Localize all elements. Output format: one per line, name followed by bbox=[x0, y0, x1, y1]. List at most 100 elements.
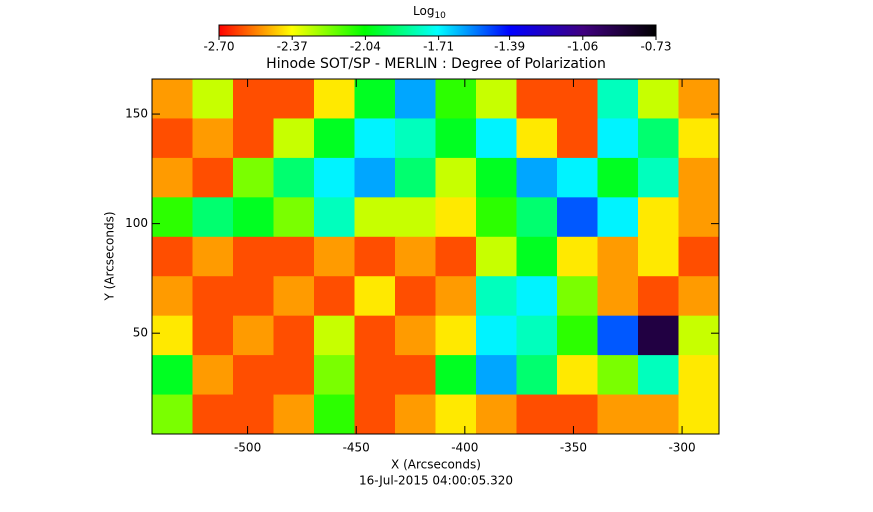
heatmap-cell bbox=[152, 236, 193, 277]
colorbar-label-sub: 10 bbox=[434, 11, 446, 21]
heatmap-cell bbox=[192, 236, 234, 277]
heatmap-cell bbox=[314, 394, 355, 435]
heatmap-cell bbox=[516, 394, 558, 435]
heatmap-cell bbox=[638, 394, 679, 435]
heatmap-cell bbox=[192, 79, 234, 119]
heatmap-cell bbox=[516, 276, 558, 317]
heatmap-cell bbox=[557, 276, 598, 317]
heatmap-cell bbox=[516, 197, 558, 238]
colorbar bbox=[218, 24, 657, 37]
heatmap-cell bbox=[597, 394, 639, 435]
heatmap-cell bbox=[435, 118, 477, 159]
heatmap-cell bbox=[435, 79, 477, 119]
heatmap-cell bbox=[152, 355, 193, 396]
heatmap-cell bbox=[273, 276, 315, 317]
heatmap-cell bbox=[152, 394, 193, 435]
heatmap-cell bbox=[354, 79, 396, 119]
heatmap-cell bbox=[395, 276, 436, 317]
heatmap-cell bbox=[273, 315, 315, 356]
heatmap-cell bbox=[516, 118, 558, 159]
y-tick-label: 150 bbox=[125, 107, 148, 121]
footer: 16-Jul-2015 04:00:05.320 bbox=[359, 474, 513, 488]
chart-title: Hinode SOT/SP - MERLIN : Degree of Polar… bbox=[266, 56, 606, 72]
heatmap-cell bbox=[152, 118, 193, 159]
heatmap-cell bbox=[152, 276, 193, 317]
heatmap-cell bbox=[638, 118, 679, 159]
heatmap-cell bbox=[192, 315, 234, 356]
heatmap-cell bbox=[233, 394, 274, 435]
heatmap-cell bbox=[516, 315, 558, 356]
heatmap-cell bbox=[597, 79, 639, 119]
x-tick-label: -450 bbox=[343, 441, 370, 455]
heatmap-cell bbox=[354, 315, 396, 356]
heatmap-cell bbox=[354, 355, 396, 396]
heatmap-cell bbox=[233, 315, 274, 356]
heatmap-cell bbox=[557, 355, 598, 396]
heatmap-cell bbox=[597, 118, 639, 159]
heatmap-cell bbox=[273, 197, 315, 238]
heatmap-cell bbox=[354, 118, 396, 159]
heatmap-cell bbox=[476, 315, 517, 356]
heatmap-cell bbox=[476, 118, 517, 159]
heatmap-cell bbox=[597, 315, 639, 356]
heatmap-cell bbox=[233, 236, 274, 277]
heatmap-cell bbox=[557, 394, 598, 435]
heatmap-cell bbox=[476, 197, 517, 238]
colorbar-tick-label: -2.70 bbox=[203, 40, 234, 54]
heatmap-cell bbox=[314, 236, 355, 277]
plot-frame bbox=[151, 78, 720, 435]
heatmap-cell bbox=[435, 157, 477, 198]
heatmap-cell bbox=[476, 79, 517, 119]
heatmap-cell bbox=[516, 157, 558, 198]
colorbar-label-base: Log bbox=[413, 4, 434, 18]
heatmap-cell bbox=[395, 355, 436, 396]
heatmap-cell bbox=[233, 157, 274, 198]
heatmap-cell bbox=[395, 236, 436, 277]
heatmap-cell bbox=[638, 276, 679, 317]
heatmap-cell bbox=[516, 355, 558, 396]
x-tick-label: -500 bbox=[234, 441, 261, 455]
heatmap-cell bbox=[678, 118, 720, 159]
heatmap-cell bbox=[678, 157, 720, 198]
heatmap-cell bbox=[435, 236, 477, 277]
heatmap-cell bbox=[354, 236, 396, 277]
heatmap-cell bbox=[678, 79, 720, 119]
heatmap-cell bbox=[435, 394, 477, 435]
heatmap-cell bbox=[597, 236, 639, 277]
heatmap-cell bbox=[678, 355, 720, 396]
heatmap-cell bbox=[233, 118, 274, 159]
heatmap-cell bbox=[557, 197, 598, 238]
heatmap-cell bbox=[152, 315, 193, 356]
heatmap-cell bbox=[273, 394, 315, 435]
heatmap-cell bbox=[314, 197, 355, 238]
heatmap-cell bbox=[192, 355, 234, 396]
heatmap-cell bbox=[395, 394, 436, 435]
heatmap-cell bbox=[476, 276, 517, 317]
heatmap-cell bbox=[395, 118, 436, 159]
heatmap-cell bbox=[557, 315, 598, 356]
x-tick-label: -300 bbox=[668, 441, 695, 455]
heatmap-cell bbox=[435, 355, 477, 396]
heatmap-cell bbox=[314, 157, 355, 198]
heatmap-cell bbox=[314, 79, 355, 119]
heatmap-cell bbox=[233, 79, 274, 119]
heatmap-cell bbox=[354, 394, 396, 435]
heatmap-cell bbox=[192, 276, 234, 317]
y-tick-label: 100 bbox=[125, 216, 148, 230]
heatmap-cell bbox=[233, 276, 274, 317]
heatmap-cell bbox=[557, 157, 598, 198]
heatmap-cell bbox=[314, 355, 355, 396]
heatmap-cell bbox=[192, 394, 234, 435]
heatmap-cell bbox=[192, 197, 234, 238]
heatmap-cell bbox=[273, 236, 315, 277]
heatmap-cell bbox=[435, 315, 477, 356]
y-tick-label: 50 bbox=[133, 326, 148, 340]
heatmap-cell bbox=[273, 79, 315, 119]
heatmap-cell bbox=[638, 197, 679, 238]
heatmap-cell bbox=[678, 315, 720, 356]
heatmap-cell bbox=[597, 157, 639, 198]
heatmap-cell bbox=[638, 355, 679, 396]
heatmap-cell bbox=[516, 236, 558, 277]
heatmap-cell bbox=[678, 197, 720, 238]
heatmap-cell bbox=[435, 197, 477, 238]
